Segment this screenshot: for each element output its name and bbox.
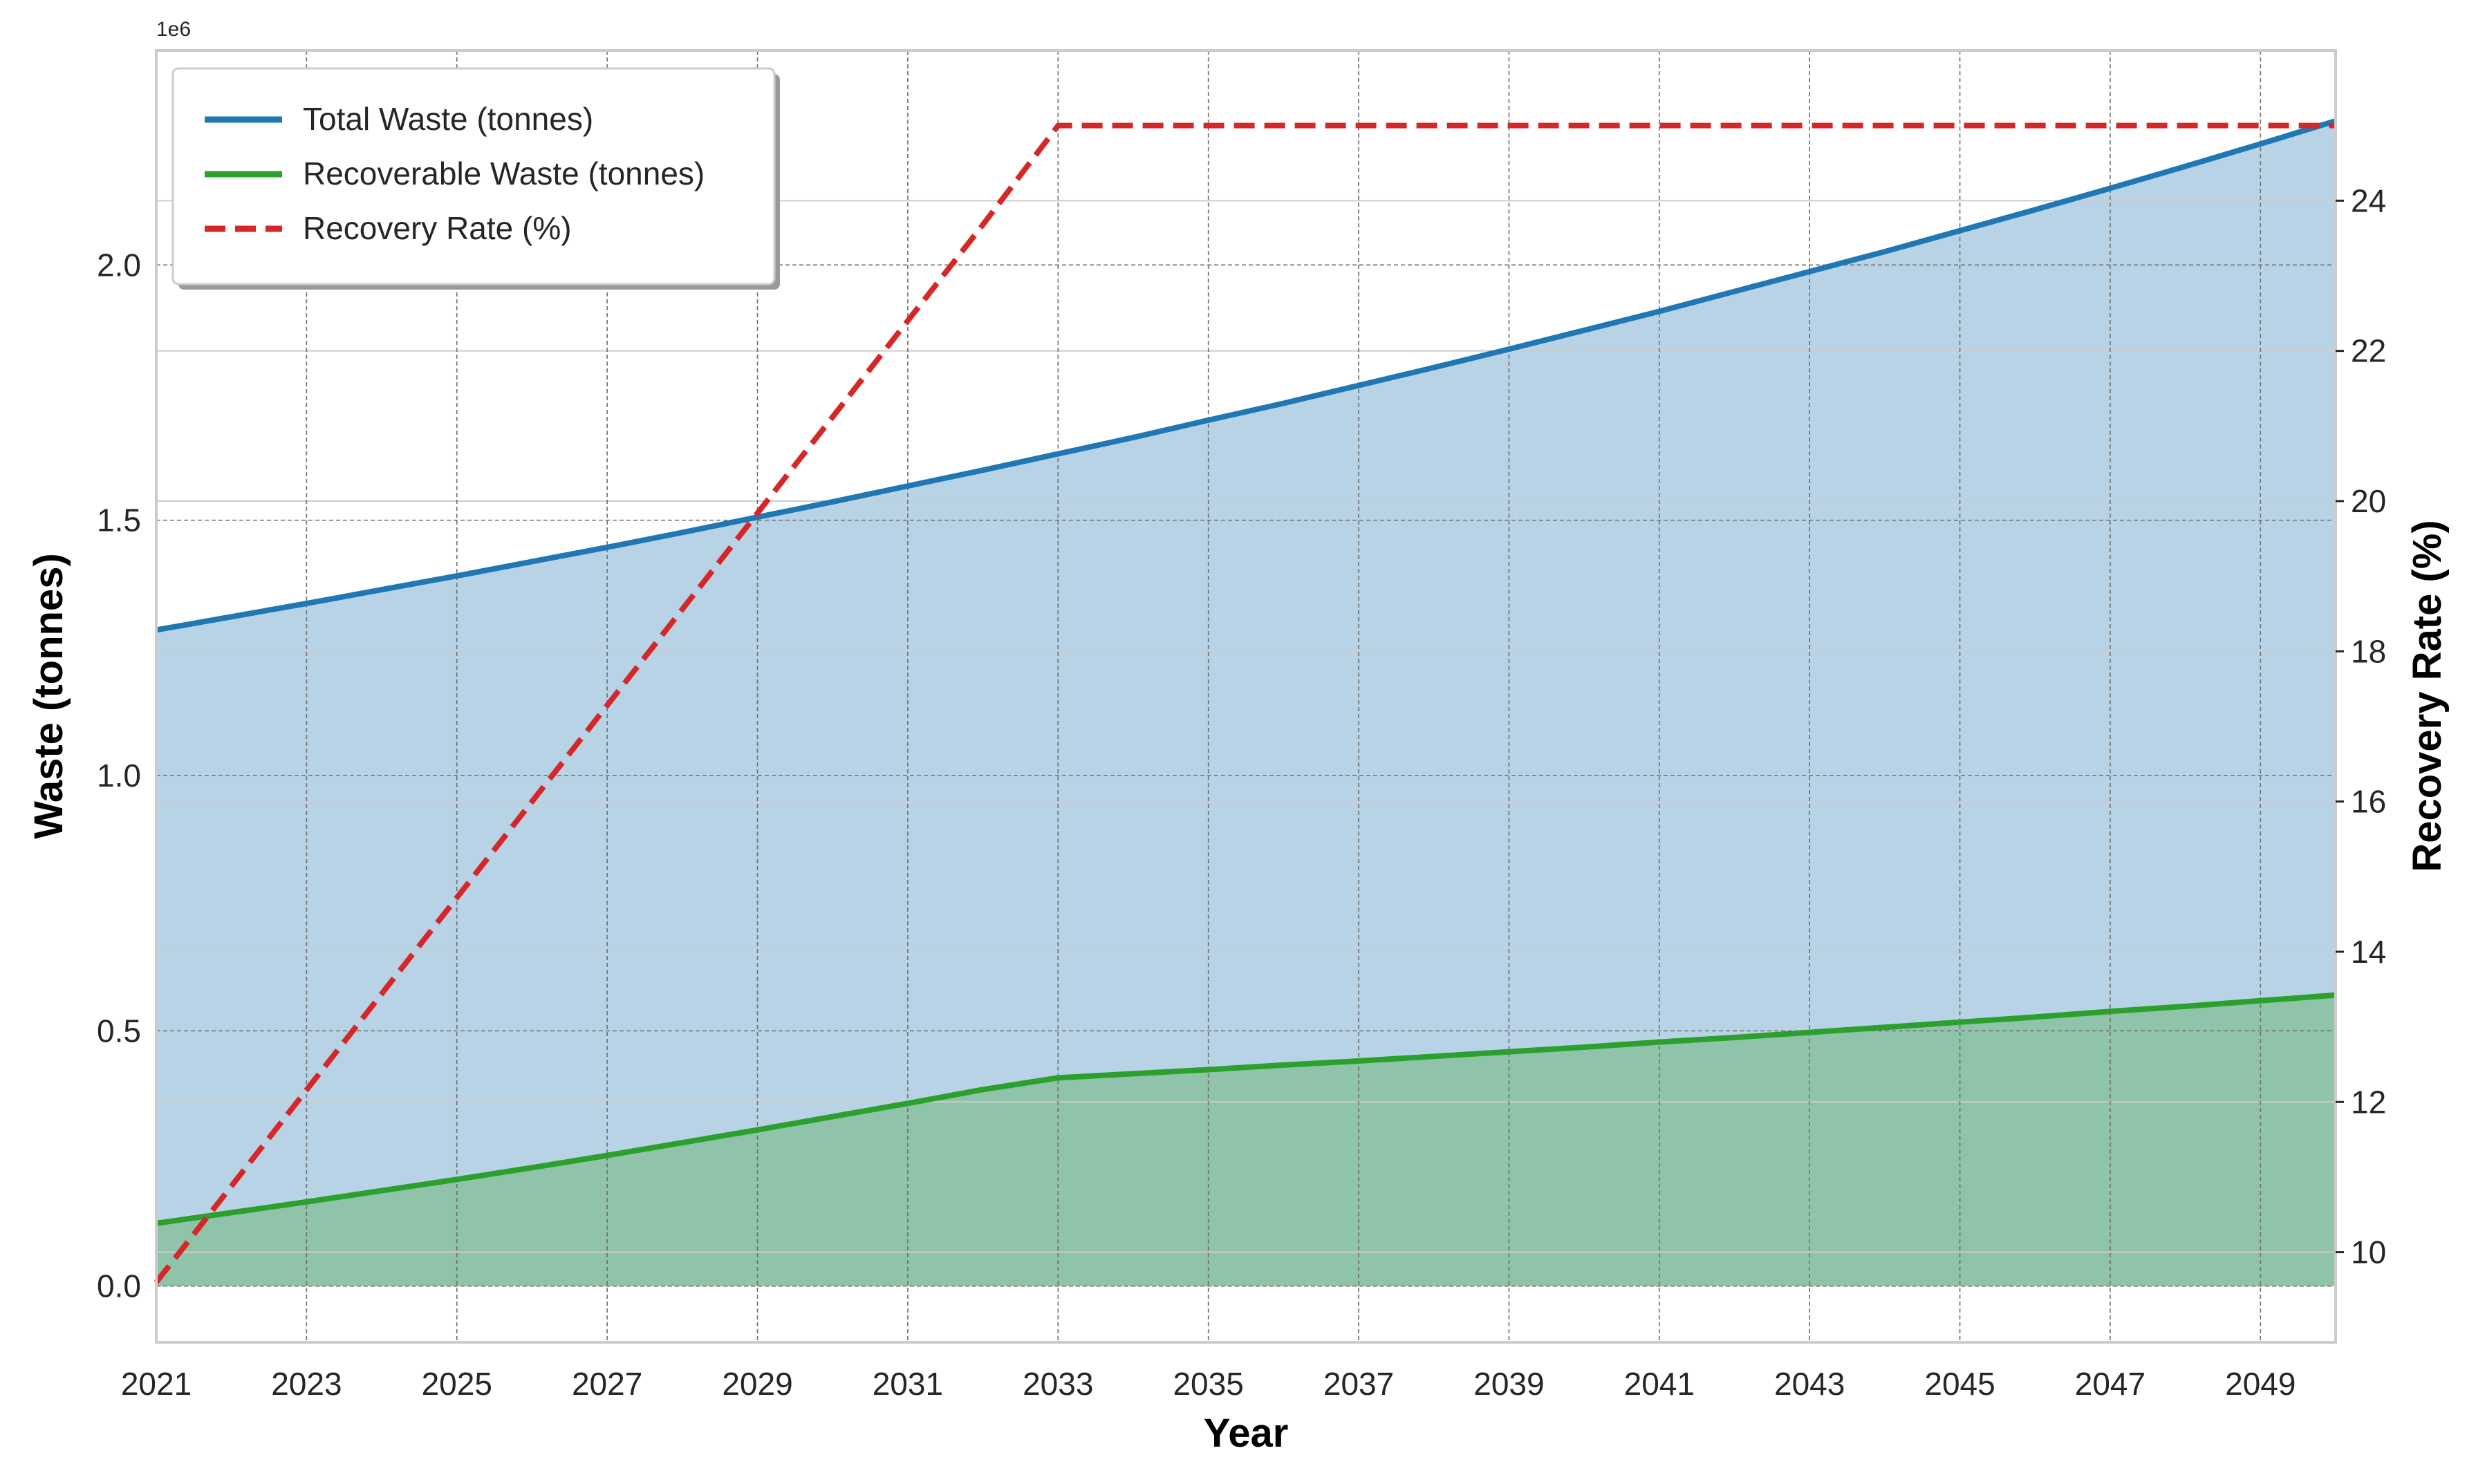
series-lines [153,118,2337,1284]
y2-tick-label: 10 [2351,1234,2386,1270]
area-fill-0 [156,120,2336,1286]
y2-tick-label: 20 [2351,483,2386,519]
y-tick-label: 0.0 [97,1268,141,1304]
area-fill-1 [156,995,2336,1286]
x-tick-label: 2041 [1624,1366,1695,1402]
plot-frame [155,49,2337,1344]
legend: Total Waste (tonnes) Recoverable Waste (… [171,67,780,290]
x-tick-label: 2027 [572,1366,642,1402]
area-fills [156,120,2336,1286]
x-tick-label: 2049 [2225,1366,2296,1402]
x-tick-label: 2039 [1473,1366,1544,1402]
y-offset-text: 1e6 [156,18,191,41]
y2-axis-label: Recovery Rate (%) [2405,520,2450,872]
y-tick-label: 1.5 [97,503,141,538]
x-tick-label: 2043 [1774,1366,1845,1402]
legend-label-rate: Recovery Rate (%) [303,210,572,246]
y2-tick-label: 22 [2351,333,2386,369]
y-tick-label: 2.0 [97,247,141,283]
x-tick-label: 2045 [1924,1366,1995,1402]
x-tick-label: 2035 [1173,1366,1243,1402]
x-tick-label: 2025 [422,1366,492,1402]
x-tick-label: 2037 [1323,1366,1394,1402]
x-tick-label: 2033 [1023,1366,1093,1402]
x-tick-label: 2031 [873,1366,943,1402]
x-axis-ticks: 2021 2023 2025 2027 2029 2031 2033 2035 2037 2039… [121,1366,2296,1402]
series-line-0 [156,118,2337,633]
y-tick-label: 0.5 [97,1013,141,1049]
legend-box [171,67,776,285]
y2-tick-label: 18 [2351,633,2386,669]
y-axis-label: Waste (tonnes) [26,553,71,839]
y-tick-label: 1.0 [97,758,141,793]
y-axis-ticks: 0.0 0.5 1.0 1.5 2.0 [97,247,141,1304]
y2-axis-ticks: 10 12 14 16 18 20 22 24 [2336,182,2386,1270]
y2-tick-label: 24 [2351,182,2386,218]
x-tick-label: 2047 [2075,1366,2145,1402]
legend-label-recoverable: Recoverable Waste (tonnes) [303,156,705,191]
x-tick-label: 2023 [271,1366,342,1402]
x-tick-label: 2029 [722,1366,792,1402]
legend-label-total: Total Waste (tonnes) [303,101,593,137]
series-line-2 [153,122,2336,1284]
y2-tick-label: 16 [2351,784,2386,820]
y2-tick-label: 12 [2351,1084,2386,1120]
x-axis-label: Year [1204,1411,1289,1456]
x-tick-label: 2021 [121,1366,192,1402]
y2-tick-label: 14 [2351,934,2386,970]
series-line-1 [156,992,2336,1226]
